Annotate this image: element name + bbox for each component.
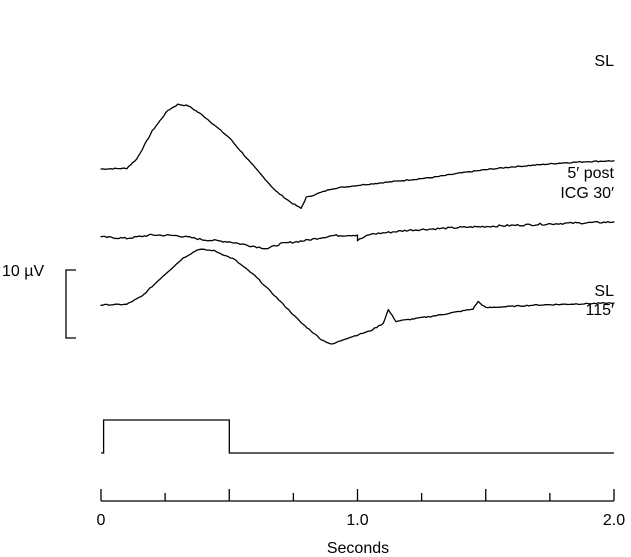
x-axis-title: Seconds: [327, 540, 389, 557]
x-tick-label-1: 0: [97, 512, 106, 529]
trace-labels: SL 5′ post ICG 30′ SL 115′: [560, 53, 614, 319]
scale-bar-bracket: [65, 269, 76, 339]
trace-label-2-line-2: ICG 30′: [560, 185, 614, 202]
trace-series-2: [100, 220, 615, 250]
x-tick-label-3: 2.0: [603, 512, 625, 529]
stimulus-marker: [101, 419, 614, 454]
trace-label-3-line-2: 115′: [585, 302, 614, 319]
trace-label-1-line-1: SL: [594, 53, 614, 70]
x-tick-label-2: 1.0: [346, 512, 368, 529]
scale-bar: 10 µV: [2, 263, 76, 339]
trace-label-3-line-1: SL: [594, 283, 614, 300]
scale-bar-label: 10 µV: [2, 263, 44, 280]
trace-series-1: [100, 103, 615, 209]
x-axis: 0 1.0 2.0: [97, 489, 625, 529]
stimulus-trace: [101, 419, 614, 454]
trace-series-3: [100, 248, 615, 345]
waveform-traces: [100, 103, 615, 345]
trace-label-2-line-1: 5′ post: [567, 165, 614, 182]
